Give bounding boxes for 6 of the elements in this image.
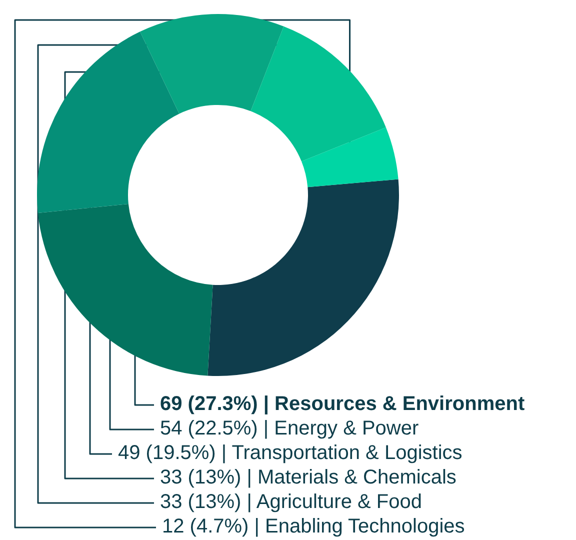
slice-label: 12 (4.7%) | Enabling Technologies: [162, 516, 465, 538]
slice-label: 49 (19.5%) | Transportation & Logistics: [118, 442, 462, 464]
slice-label: 33 (13%) | Materials & Chemicals: [160, 466, 456, 488]
slice-label: 54 (22.5%) | Energy & Power: [160, 418, 419, 440]
slice-label: 33 (13%) | Agriculture & Food: [160, 491, 422, 513]
slice-label: 69 (27.3%) | Resources & Environment: [160, 393, 525, 415]
